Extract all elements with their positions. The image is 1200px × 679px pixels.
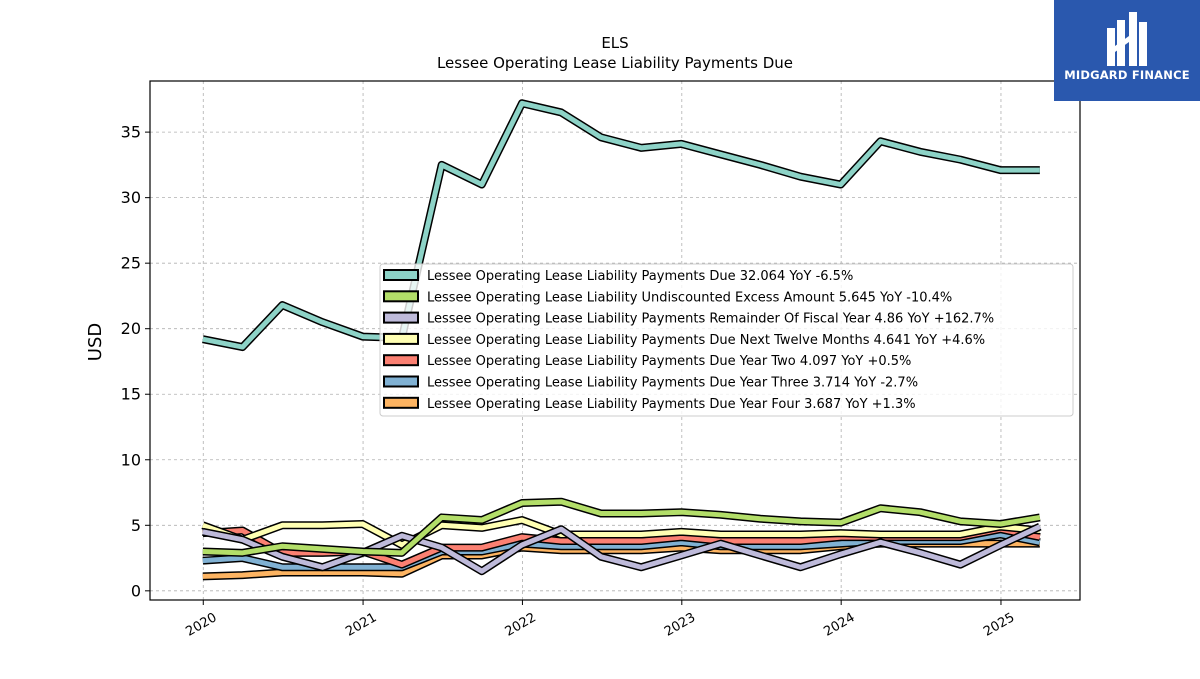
legend-item: Lessee Operating Lease Liability Payment… bbox=[383, 396, 916, 412]
legend-item: Lessee Operating Lease Liability Payment… bbox=[383, 375, 918, 391]
plot-frame bbox=[149, 80, 1081, 601]
legend-label: Lessee Operating Lease Liability Payment… bbox=[427, 354, 911, 369]
series-line-fill bbox=[202, 499, 1041, 556]
chart-subtitle: Lessee Operating Lease Liability Payment… bbox=[437, 54, 793, 72]
legend-swatch bbox=[383, 290, 419, 303]
series-line bbox=[202, 497, 1041, 557]
y-tick-label: 20 bbox=[121, 319, 141, 338]
legend-item: Lessee Operating Lease Liability Payment… bbox=[383, 311, 994, 327]
legend-swatch bbox=[383, 332, 419, 345]
legend-swatch bbox=[383, 269, 419, 281]
legend-swatch bbox=[383, 396, 419, 409]
x-tick-label: 2020 bbox=[183, 610, 219, 640]
y-tick-label: 5 bbox=[131, 516, 141, 535]
legend-box bbox=[379, 263, 1074, 417]
chart-title: ELS bbox=[601, 34, 628, 52]
x-tick-label: 2024 bbox=[821, 610, 857, 640]
legend-swatch bbox=[383, 311, 419, 324]
legend-item: Lessee Operating Lease Liability Payment… bbox=[383, 332, 985, 348]
x-tick-label: 2025 bbox=[981, 610, 1017, 640]
y-tick-label: 35 bbox=[121, 123, 141, 142]
legend-swatch bbox=[383, 375, 419, 388]
legend-item: Lessee Operating Lease Liability Payment… bbox=[383, 354, 911, 369]
series-line bbox=[202, 522, 1042, 576]
x-tick-label: 2021 bbox=[343, 610, 379, 640]
y-tick-label: 25 bbox=[121, 254, 141, 273]
brand-name: MIDGARD FINANCE bbox=[1064, 68, 1190, 82]
legend-swatch bbox=[383, 354, 419, 367]
brand-mark-icon bbox=[1107, 12, 1147, 66]
y-tick-label: 10 bbox=[121, 450, 141, 469]
legend-label: Lessee Operating Lease Liability Undisco… bbox=[427, 290, 952, 305]
series-line bbox=[201, 516, 1041, 549]
legend: Lessee Operating Lease Liability Payment… bbox=[379, 263, 1074, 417]
legend-label: Lessee Operating Lease Liability Payment… bbox=[427, 312, 994, 327]
legend-label: Lessee Operating Lease Liability Payment… bbox=[427, 376, 918, 391]
y-tick-label: 30 bbox=[121, 188, 141, 207]
y-tick-label: 0 bbox=[131, 581, 141, 600]
y-tick-label: 15 bbox=[121, 385, 141, 404]
series-line-fill bbox=[202, 100, 1040, 350]
series-lines bbox=[201, 99, 1042, 581]
y-axis-label: USD bbox=[85, 323, 106, 361]
series-line-fill bbox=[202, 524, 1041, 574]
legend-item: Lessee Operating Lease Liability Undisco… bbox=[383, 290, 952, 305]
legend-label: Lessee Operating Lease Liability Payment… bbox=[427, 333, 985, 348]
x-tick-label: 2023 bbox=[662, 610, 698, 640]
legend-label: Lessee Operating Lease Liability Payment… bbox=[427, 397, 916, 412]
x-tick-label: 2022 bbox=[503, 610, 539, 640]
brand-logo: MIDGARD FINANCE bbox=[1054, 0, 1200, 101]
legend-item: Lessee Operating Lease Liability Payment… bbox=[383, 269, 853, 284]
series-line-fill bbox=[201, 517, 1041, 548]
series-line bbox=[202, 99, 1040, 352]
legend-label: Lessee Operating Lease Liability Payment… bbox=[427, 269, 853, 284]
